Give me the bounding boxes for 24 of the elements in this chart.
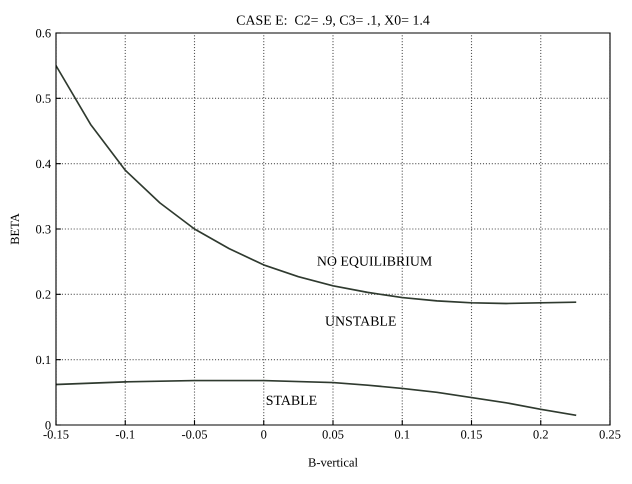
y-tick-label: 0.1 bbox=[36, 356, 50, 364]
y-tick-label: 0.2 bbox=[36, 290, 50, 299]
x-axis-title: B-vertical bbox=[308, 458, 358, 467]
y-tick-label: 0.5 bbox=[36, 94, 51, 103]
x-tick-label: -0.05 bbox=[182, 430, 208, 439]
x-tick-label: 0.1 bbox=[394, 430, 410, 439]
y-axis-title: BETA bbox=[10, 213, 19, 244]
annotation: UNSTABLE bbox=[325, 316, 396, 326]
x-tick-label: 0.2 bbox=[533, 430, 548, 439]
x-tick-label: 0 bbox=[261, 430, 266, 439]
line-series bbox=[56, 380, 576, 416]
x-tick-label: -0.15 bbox=[43, 430, 69, 439]
x-tick-label: -0.1 bbox=[116, 430, 134, 439]
chart-title: CASE E: C2= .9, C3= .1, X0= 1.4 bbox=[236, 15, 430, 27]
x-tick-label: 0.05 bbox=[322, 430, 344, 439]
y-tick-label: 0.4 bbox=[36, 160, 51, 168]
y-tick-label: 0 bbox=[45, 421, 51, 430]
annotation: STABLE bbox=[266, 396, 316, 405]
x-tick-label: 0.25 bbox=[600, 430, 620, 439]
x-tick-label: 0.15 bbox=[461, 430, 482, 439]
y-tick-label: 0.3 bbox=[36, 225, 51, 234]
line-series bbox=[56, 64, 576, 304]
y-tick-label: 0.6 bbox=[36, 29, 51, 38]
annotation: NO EQUILIBRIUM bbox=[317, 256, 432, 268]
